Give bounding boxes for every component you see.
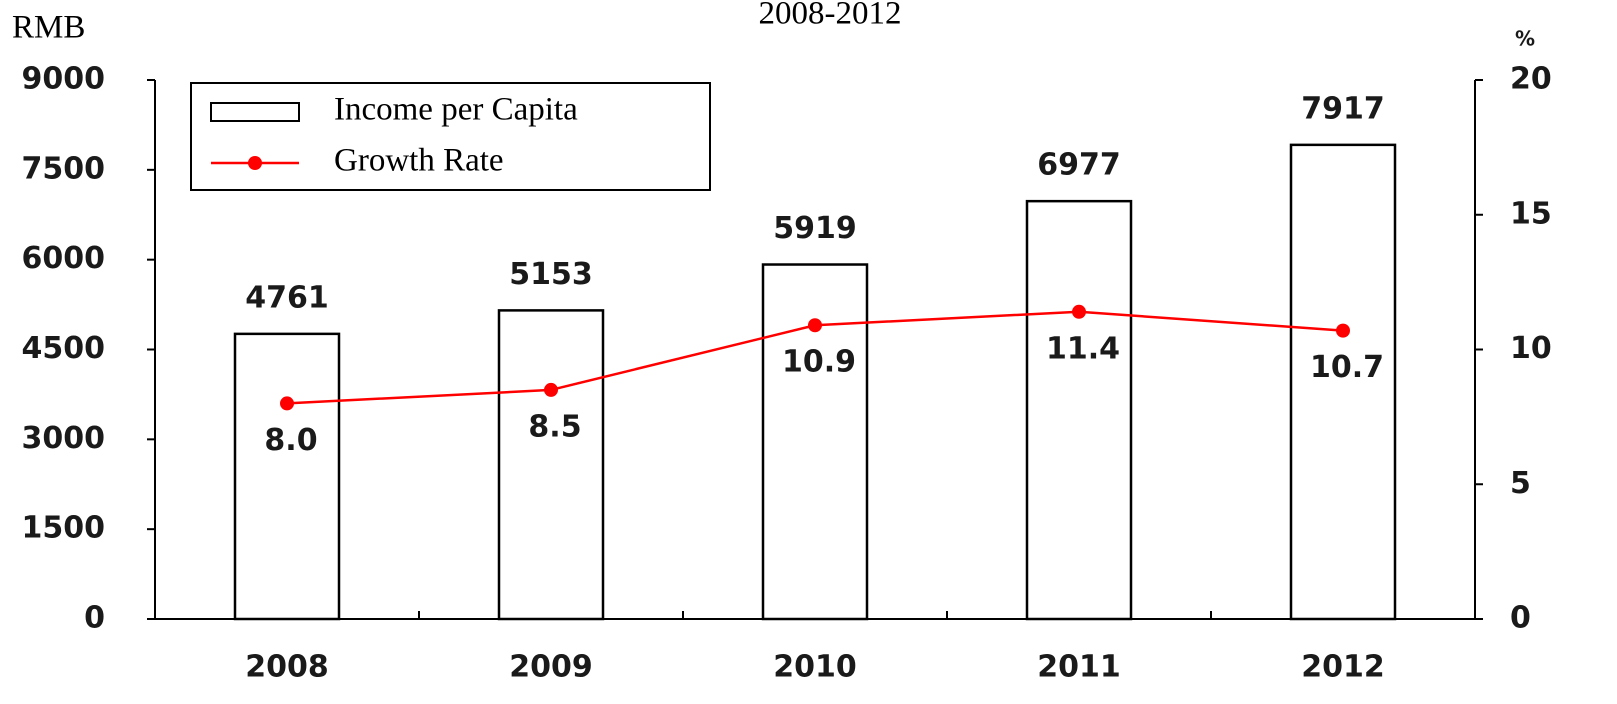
line-value-label: 10.9	[782, 345, 856, 380]
y-tick-label: 4500	[22, 331, 106, 366]
legend-box	[190, 82, 711, 191]
y-tick-label: 0	[84, 601, 105, 636]
bar	[497, 309, 605, 621]
bar-value-label: 5919	[773, 211, 857, 246]
y-tick-label: 6000	[22, 241, 106, 276]
bar	[761, 263, 869, 621]
y2-tick-label: 15	[1510, 196, 1552, 231]
bar	[1025, 199, 1133, 621]
x-tick-label: 2012	[1301, 650, 1385, 685]
bar-value-label: 6977	[1037, 148, 1121, 183]
line-marker	[280, 396, 294, 411]
legend-swatch	[210, 102, 300, 122]
line-value-label: 8.0	[264, 423, 317, 458]
bar	[1289, 143, 1397, 621]
legend-label: Income per Capita	[334, 92, 578, 128]
bar-value-label: 4761	[245, 280, 329, 315]
line-marker	[544, 382, 558, 397]
x-tick-label: 2008	[245, 650, 329, 685]
legend-label: Growth Rate	[334, 143, 504, 179]
chart-title: 2008-2012	[759, 0, 902, 32]
y-tick-label: 1500	[22, 511, 106, 546]
y2-tick-label: 10	[1510, 331, 1552, 366]
line-value-label: 8.5	[528, 409, 581, 444]
x-tick-label: 2011	[1037, 650, 1121, 685]
line-value-label: 11.4	[1046, 331, 1120, 366]
line-value-label: 10.7	[1310, 350, 1384, 385]
y-tick-label: 3000	[22, 421, 106, 456]
legend-marker	[248, 156, 262, 170]
y2-tick-label: 5	[1510, 466, 1531, 501]
x-tick-label: 2009	[509, 650, 593, 685]
y2-tick-label: 0	[1510, 601, 1531, 636]
line-marker	[808, 318, 822, 333]
y-tick-label: 7500	[22, 151, 106, 186]
bar-value-label: 5153	[509, 257, 593, 292]
bar	[233, 332, 341, 621]
y2-axis-label: %	[1515, 27, 1535, 51]
line-marker	[1072, 304, 1086, 319]
x-tick-label: 2010	[773, 650, 857, 685]
y-tick-label: 9000	[22, 62, 106, 97]
y-axis-label: RMB	[12, 10, 85, 46]
y2-tick-label: 20	[1510, 62, 1552, 97]
bar-value-label: 7917	[1301, 91, 1385, 126]
line-marker	[1336, 323, 1350, 338]
